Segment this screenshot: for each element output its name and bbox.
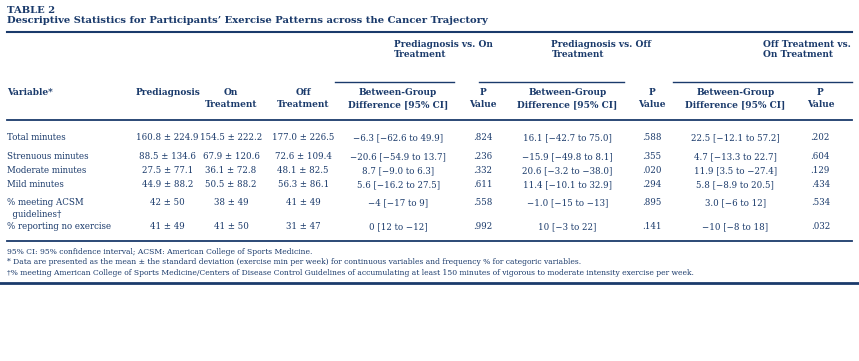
Text: .604: .604 (811, 152, 830, 161)
Text: 41 ± 49: 41 ± 49 (286, 198, 320, 207)
Text: 154.5 ± 222.2: 154.5 ± 222.2 (200, 133, 262, 142)
Text: 5.6 [−16.2 to 27.5]: 5.6 [−16.2 to 27.5] (356, 180, 440, 189)
Text: 27.5 ± 77.1: 27.5 ± 77.1 (142, 166, 193, 175)
Text: .236: .236 (473, 152, 492, 161)
Text: .558: .558 (473, 198, 492, 207)
Text: 20.6 [−3.2 to −38.0]: 20.6 [−3.2 to −38.0] (522, 166, 612, 175)
Text: 22.5 [−12.1 to 57.2]: 22.5 [−12.1 to 57.2] (691, 133, 780, 142)
Text: †% meeting American College of Sports Medicine/Centers of Disease Control Guidel: †% meeting American College of Sports Me… (7, 269, 694, 277)
Text: Treatment: Treatment (277, 100, 330, 109)
Text: % meeting ACSM: % meeting ACSM (7, 198, 83, 207)
Text: 5.8 [−8.9 to 20.5]: 5.8 [−8.9 to 20.5] (697, 180, 774, 189)
Text: Value: Value (469, 100, 497, 109)
Text: Mild minutes: Mild minutes (7, 180, 64, 189)
Text: 44.9 ± 88.2: 44.9 ± 88.2 (142, 180, 193, 189)
Text: Off: Off (295, 88, 311, 97)
Text: .895: .895 (643, 198, 661, 207)
Text: 41 ± 49: 41 ± 49 (150, 222, 185, 231)
Text: .534: .534 (811, 198, 830, 207)
Text: Value: Value (807, 100, 834, 109)
Text: .992: .992 (473, 222, 492, 231)
Text: 56.3 ± 86.1: 56.3 ± 86.1 (277, 180, 329, 189)
Text: 3.0 [−6 to 12]: 3.0 [−6 to 12] (704, 198, 766, 207)
Text: 95% CI: 95% confidence interval; ACSM: American College of Sports Medicine.: 95% CI: 95% confidence interval; ACSM: A… (7, 248, 313, 256)
Text: Difference [95% CI]: Difference [95% CI] (348, 100, 448, 109)
Text: .824: .824 (473, 133, 492, 142)
Text: Treatment: Treatment (204, 100, 258, 109)
Text: Difference [95% CI]: Difference [95% CI] (517, 100, 618, 109)
Text: .355: .355 (643, 152, 661, 161)
Text: Difference [95% CI]: Difference [95% CI] (685, 100, 785, 109)
Text: TABLE 2: TABLE 2 (7, 6, 55, 15)
Text: 67.9 ± 120.6: 67.9 ± 120.6 (203, 152, 259, 161)
Text: 48.1 ± 82.5: 48.1 ± 82.5 (277, 166, 329, 175)
Text: 8.7 [−9.0 to 6.3]: 8.7 [−9.0 to 6.3] (362, 166, 434, 175)
Text: Value: Value (638, 100, 666, 109)
Text: 16.1 [−42.7 to 75.0]: 16.1 [−42.7 to 75.0] (523, 133, 612, 142)
Text: 4.7 [−13.3 to 22.7]: 4.7 [−13.3 to 22.7] (694, 152, 777, 161)
Text: −20.6 [−54.9 to 13.7]: −20.6 [−54.9 to 13.7] (350, 152, 446, 161)
Text: .434: .434 (811, 180, 830, 189)
Text: 11.4 [−10.1 to 32.9]: 11.4 [−10.1 to 32.9] (523, 180, 612, 189)
Text: −6.3 [−62.6 to 49.9]: −6.3 [−62.6 to 49.9] (353, 133, 443, 142)
Text: % reporting no exercise: % reporting no exercise (7, 222, 111, 231)
Text: .141: .141 (643, 222, 661, 231)
Text: Off Treatment vs.
On Treatment: Off Treatment vs. On Treatment (763, 40, 850, 60)
Text: 160.8 ± 224.9: 160.8 ± 224.9 (137, 133, 198, 142)
Text: −10 [−8 to 18]: −10 [−8 to 18] (703, 222, 768, 231)
Text: 72.6 ± 109.4: 72.6 ± 109.4 (275, 152, 332, 161)
Text: On: On (224, 88, 238, 97)
Text: Descriptive Statistics for Participants’ Exercise Patterns across the Cancer Tra: Descriptive Statistics for Participants’… (7, 16, 488, 25)
Text: 42 ± 50: 42 ± 50 (150, 198, 185, 207)
Text: −15.9 [−49.8 to 8.1]: −15.9 [−49.8 to 8.1] (522, 152, 612, 161)
Text: 41 ± 50: 41 ± 50 (214, 222, 248, 231)
Text: Prediagnosis: Prediagnosis (135, 88, 200, 97)
Text: 10 [−3 to 22]: 10 [−3 to 22] (539, 222, 596, 231)
Text: .129: .129 (811, 166, 830, 175)
Text: 11.9 [3.5 to −27.4]: 11.9 [3.5 to −27.4] (694, 166, 777, 175)
Text: 88.5 ± 134.6: 88.5 ± 134.6 (139, 152, 196, 161)
Text: 36.1 ± 72.8: 36.1 ± 72.8 (205, 166, 257, 175)
Text: −1.0 [−15 to −13]: −1.0 [−15 to −13] (527, 198, 608, 207)
Text: 31 ± 47: 31 ± 47 (286, 222, 320, 231)
Text: 177.0 ± 226.5: 177.0 ± 226.5 (272, 133, 334, 142)
Text: P: P (817, 88, 824, 97)
Text: 50.5 ± 88.2: 50.5 ± 88.2 (205, 180, 257, 189)
Text: Prediagnosis vs. On
Treatment: Prediagnosis vs. On Treatment (394, 40, 493, 60)
Text: * Data are presented as the mean ± the standard deviation (exercise min per week: * Data are presented as the mean ± the s… (7, 258, 581, 266)
Text: .332: .332 (473, 166, 492, 175)
Text: Between-Group: Between-Group (359, 88, 437, 97)
Text: P: P (479, 88, 486, 97)
Text: .032: .032 (811, 222, 830, 231)
Text: .294: .294 (643, 180, 661, 189)
Text: .020: .020 (643, 166, 661, 175)
Text: Moderate minutes: Moderate minutes (7, 166, 86, 175)
Text: 38 ± 49: 38 ± 49 (214, 198, 248, 207)
Text: Variable*: Variable* (7, 88, 52, 97)
Text: Total minutes: Total minutes (7, 133, 65, 142)
Text: −4 [−17 to 9]: −4 [−17 to 9] (369, 198, 428, 207)
Text: .588: .588 (643, 133, 661, 142)
Text: .611: .611 (473, 180, 492, 189)
Text: Prediagnosis vs. Off
Treatment: Prediagnosis vs. Off Treatment (551, 40, 652, 60)
Text: guidelines†: guidelines† (7, 210, 61, 219)
Text: .202: .202 (811, 133, 830, 142)
Text: Between-Group: Between-Group (696, 88, 775, 97)
Text: Between-Group: Between-Group (528, 88, 606, 97)
Text: 0 [12 to −12]: 0 [12 to −12] (369, 222, 428, 231)
Text: P: P (649, 88, 655, 97)
Text: Strenuous minutes: Strenuous minutes (7, 152, 88, 161)
